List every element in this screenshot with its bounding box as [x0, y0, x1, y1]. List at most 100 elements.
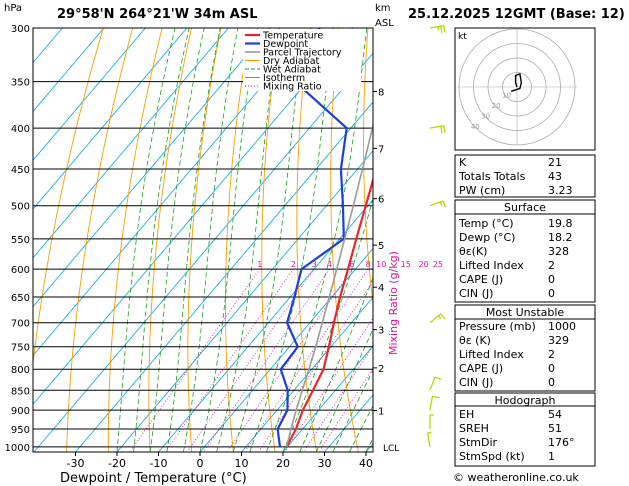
dewpoint-line — [276, 28, 348, 447]
wind-barb — [429, 24, 446, 34]
mixing-ratio-labels: 1 2 3 4 6 8 10 15 20 25 — [257, 260, 443, 269]
isotherm-line — [33, 28, 271, 308]
wind-barb-flag — [432, 395, 440, 399]
wind-barb-flag — [443, 125, 446, 133]
temperature-tick-label: 20 — [276, 457, 290, 470]
isotherm-line — [75, 101, 373, 452]
temperature-tick-label: 0 — [197, 457, 204, 470]
mixing-ratio-line — [204, 268, 330, 451]
isotherm-line — [282, 345, 373, 452]
wet-adiabat-line — [183, 28, 239, 452]
asl-unit: ASL — [375, 18, 394, 29]
dry-adiabat-line — [330, 28, 359, 452]
isotherm-line — [33, 28, 146, 161]
wet-adiabat-line — [199, 28, 258, 452]
height-tick-label: 8 — [378, 87, 384, 98]
isotherm-line — [33, 28, 229, 259]
legend-entry: Mixing Ratio — [263, 82, 322, 93]
height-tick-label: 3 — [378, 326, 384, 337]
wind-barb-staff — [426, 432, 431, 447]
wind-barb-flag — [443, 25, 446, 33]
dry-adiabat-line — [187, 28, 222, 452]
mixing-ratio-label: 4 — [327, 260, 332, 269]
temperature-axis: -30 -20 -10 0 10 20 30 40 — [67, 452, 373, 470]
mixing-ratio-label: 8 — [366, 260, 371, 269]
wind-barb-flag — [440, 25, 443, 34]
wind-barb-staff — [429, 24, 444, 29]
wind-barb — [429, 125, 446, 134]
pressure-tick-label: 900 — [11, 406, 30, 417]
pressure-axis: 300 350 400 450 500 550 600 650 700 750 800 850 900 9… — [5, 24, 30, 454]
isotherm-line — [33, 28, 63, 64]
mixing-ratio-line — [166, 268, 294, 451]
isotherm-line — [33, 28, 354, 406]
legend-entry: Wet Adiabat — [263, 65, 321, 76]
wet-adiabat-line — [166, 28, 221, 452]
pressure-tick-label: 750 — [11, 343, 30, 354]
dry-adiabat-line — [603, 28, 629, 452]
background-lines — [33, 28, 629, 452]
temperature-tick-label: -10 — [150, 457, 168, 470]
pressure-tick-label: 350 — [11, 78, 30, 89]
dry-adiabat-line — [261, 28, 281, 452]
temperature-tick-label: -30 — [67, 457, 85, 470]
height-tick-label: 4 — [378, 283, 384, 294]
wind-barb — [429, 313, 446, 324]
wind-barb-staff — [429, 376, 436, 391]
wind-barb — [429, 414, 434, 429]
height-tick-label: 1 — [378, 407, 384, 418]
dry-adiabat-line — [107, 28, 163, 452]
wet-adiabat-line — [349, 404, 373, 452]
mixing-ratio-label: 10 — [376, 260, 386, 269]
pressure-tick-label: 700 — [11, 319, 30, 330]
location-title: 29°58'N 264°21'W 34m ASL — [57, 7, 258, 22]
pressure-tick-label: 550 — [11, 235, 30, 246]
temperature-tick-label: 30 — [318, 457, 332, 470]
wind-barb-flag — [440, 126, 443, 134]
dry-adiabat-line — [296, 28, 318, 452]
mixing-ratio-line — [227, 268, 353, 451]
dry-adiabat-line — [33, 28, 104, 368]
mixing-ratio-label: 15 — [401, 260, 411, 269]
pressure-tick-label: 950 — [11, 425, 30, 436]
km-unit: km — [375, 3, 391, 14]
isotherm-line — [241, 296, 373, 452]
temperature-tick-label: 40 — [359, 457, 373, 470]
wind-barb — [429, 395, 440, 411]
mixing-ratio-line — [259, 280, 373, 451]
wind-barb-staff — [429, 313, 442, 324]
temperature-line — [285, 176, 373, 448]
legend-entry: Temperature — [262, 31, 323, 42]
height-axis: 8 7 6 5 4 3 2 1 LCL — [373, 87, 399, 454]
dry-adiabat-line — [225, 28, 251, 452]
wind-barb-flag — [440, 313, 446, 320]
pressure-tick-label: 650 — [11, 293, 30, 304]
mixing-ratio-label: 3 — [312, 260, 317, 269]
temperature-tick-label: -20 — [108, 457, 126, 470]
plot-frame — [32, 27, 374, 453]
isotherm-line — [33, 28, 312, 357]
mixing-ratio-line — [188, 268, 315, 451]
dry-adiabat-line — [395, 28, 441, 452]
wet-adiabat-line — [332, 368, 373, 452]
height-tick-label: 7 — [378, 144, 384, 155]
mixing-ratio-label: 20 — [419, 260, 429, 269]
parcel-trajectory-line — [285, 121, 373, 448]
dry-adiabat-line — [544, 28, 629, 452]
mixing-ratio-line — [245, 268, 369, 451]
pressure-tick-label: 850 — [11, 386, 30, 397]
mixing-ratio-line — [319, 367, 373, 451]
wind-barb — [426, 431, 432, 447]
pressure-tick-label: 600 — [11, 265, 30, 276]
dry-adiabat-line — [574, 28, 629, 452]
mixing-ratio-axis-label: Mixing Ratio (g/kg) — [387, 251, 400, 355]
isotherm-line — [33, 28, 105, 113]
wind-barb-flag — [442, 200, 447, 208]
pressure-tick-label: 500 — [11, 202, 30, 213]
isotherm-line — [33, 28, 188, 210]
wind-barb-staff — [429, 200, 444, 207]
isotherm-line — [199, 247, 373, 452]
wind-barb-flag — [437, 315, 442, 320]
mixing-ratio-label: 25 — [433, 260, 443, 269]
